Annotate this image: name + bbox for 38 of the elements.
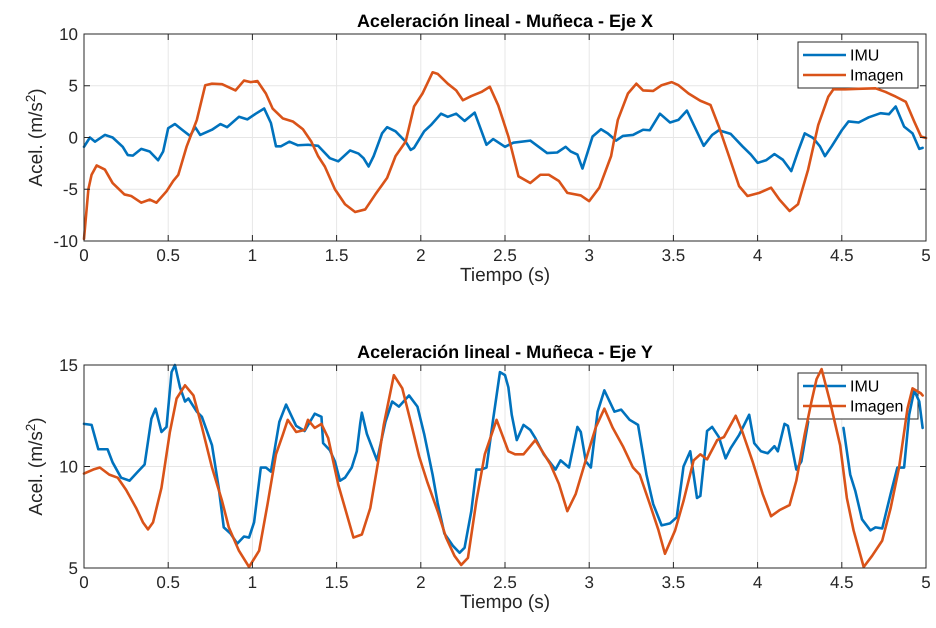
y-tick-label: 10 <box>59 457 78 476</box>
y-tick-label: 5 <box>68 76 78 96</box>
x-tick-label: 2 <box>416 246 426 265</box>
y-tick-label: 5 <box>68 558 78 578</box>
x-tick-label: 2 <box>416 573 426 592</box>
x-tick-label: 0.5 <box>156 573 180 592</box>
x-tick-label: 4.5 <box>830 246 854 265</box>
legend-label: Imagen <box>850 398 904 416</box>
y-tick-label: 15 <box>59 356 78 375</box>
x-tick-label: 0.5 <box>156 246 180 265</box>
x-tick-label: 4 <box>752 246 762 265</box>
y-tick-label: -10 <box>53 232 78 251</box>
line-series <box>82 70 928 240</box>
x-tick-label: 2.5 <box>493 573 517 592</box>
chart-title: Aceleración lineal - Muñeca - Eje X <box>356 11 654 31</box>
x-tick-label: 4 <box>752 573 762 592</box>
y-tick-label: -5 <box>62 180 78 200</box>
y-tick-label: 10 <box>59 24 78 44</box>
x-tick-label: 4.5 <box>830 573 854 592</box>
chart-title: Aceleración lineal - Muñeca - Eje Y <box>357 342 653 362</box>
x-tick-label: 2.5 <box>493 246 517 265</box>
legend-label: Imagen <box>850 68 904 85</box>
x-tick-label: 3 <box>584 573 594 592</box>
x-tick-label: 3 <box>584 246 594 265</box>
y-tick-label: 0 <box>68 128 78 148</box>
x-axis-title: Tiempo (s) <box>460 265 550 286</box>
x-tick-label: 1 <box>248 246 258 265</box>
x-tick-label: 1.5 <box>324 246 348 265</box>
x-tick-label: 1 <box>248 573 258 592</box>
x-tick-label: 1.5 <box>324 573 348 592</box>
x-tick-label: 3.5 <box>662 246 686 265</box>
x-tick-label: 5 <box>921 246 931 265</box>
x-axis-title: Tiempo (s) <box>460 592 550 613</box>
legend-label: IMU <box>850 378 880 396</box>
legend-label: IMU <box>850 48 880 65</box>
line-series <box>82 105 924 172</box>
x-tick-label: 3.5 <box>662 573 686 592</box>
x-tick-label: 5 <box>921 573 931 592</box>
